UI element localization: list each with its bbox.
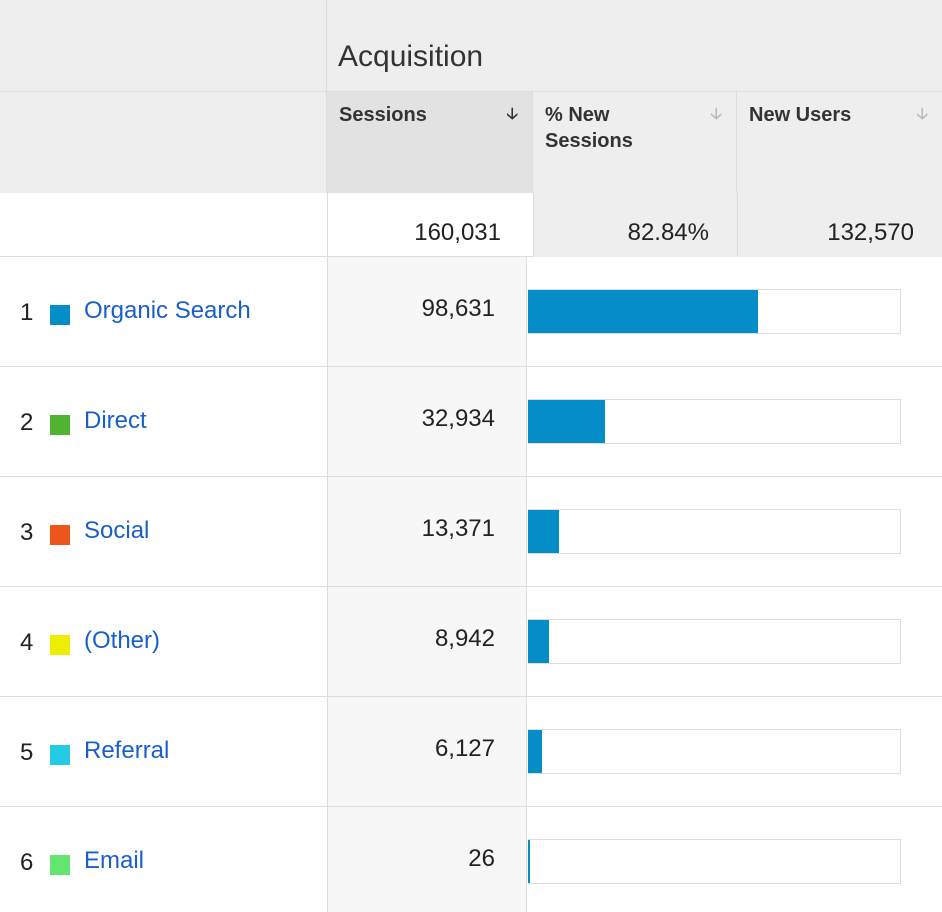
sessions-value: 98,631 (421, 295, 495, 322)
rank: 3 (20, 519, 34, 546)
swatch (50, 525, 70, 545)
channel-link[interactable]: Referral (84, 737, 170, 764)
total-new-users: 132,570 (737, 193, 942, 257)
sessions-cell (327, 367, 527, 477)
channel-link[interactable]: Email (84, 847, 145, 874)
rank: 1 (20, 299, 34, 326)
sessions-cell (327, 697, 527, 807)
sessions-cell (327, 807, 527, 912)
divider (0, 91, 942, 92)
swatch (50, 415, 70, 435)
channel-link[interactable]: Social (84, 517, 150, 544)
channel-link[interactable]: Organic Search (84, 297, 251, 324)
column-header[interactable]: % New Sessions 🡣 (533, 92, 737, 193)
column-title: % New Sessions (545, 104, 633, 152)
sessions-value: 26 (468, 845, 495, 872)
divider (326, 0, 327, 193)
sessions-cell (327, 477, 527, 587)
bar-track (528, 729, 901, 774)
total-new-sessions: 82.84% (533, 193, 737, 257)
swatch (50, 635, 70, 655)
sessions-value: 13,371 (421, 515, 495, 542)
rank: 4 (20, 629, 34, 656)
bar-track (528, 509, 901, 554)
sessions-cell (327, 587, 527, 697)
sessions-cell (327, 257, 527, 367)
sort-icon: 🡣 (710, 106, 723, 123)
rank: 2 (20, 409, 34, 436)
bar (528, 510, 560, 553)
channel-link[interactable]: (Other) (84, 627, 161, 654)
bar (528, 840, 530, 883)
column-title: New Users (749, 104, 852, 126)
sort-icon: 🡣 (916, 106, 929, 123)
swatch (50, 745, 70, 765)
sessions-value: 32,934 (421, 405, 495, 432)
column-title: Sessions (339, 104, 427, 126)
swatch (50, 305, 70, 325)
group-title: Acquisition (338, 40, 484, 73)
bar-track (528, 839, 901, 884)
column-header[interactable]: Sessions 🡣 (327, 92, 533, 193)
rank: 6 (20, 849, 34, 876)
swatch (50, 855, 70, 875)
channel-link[interactable]: Direct (84, 407, 147, 434)
bar (528, 400, 605, 443)
bar (528, 290, 758, 333)
sessions-value: 6,127 (434, 735, 495, 762)
total-sessions: 160,031 (327, 193, 533, 257)
bar-track (528, 619, 901, 664)
totals-row (0, 193, 942, 257)
column-header[interactable]: New Users 🡣 (737, 92, 942, 193)
bar (528, 730, 543, 773)
rank: 5 (20, 739, 34, 766)
sort-icon: 🡣 (506, 106, 519, 123)
sessions-value: 8,942 (434, 625, 495, 652)
bar (528, 620, 549, 663)
